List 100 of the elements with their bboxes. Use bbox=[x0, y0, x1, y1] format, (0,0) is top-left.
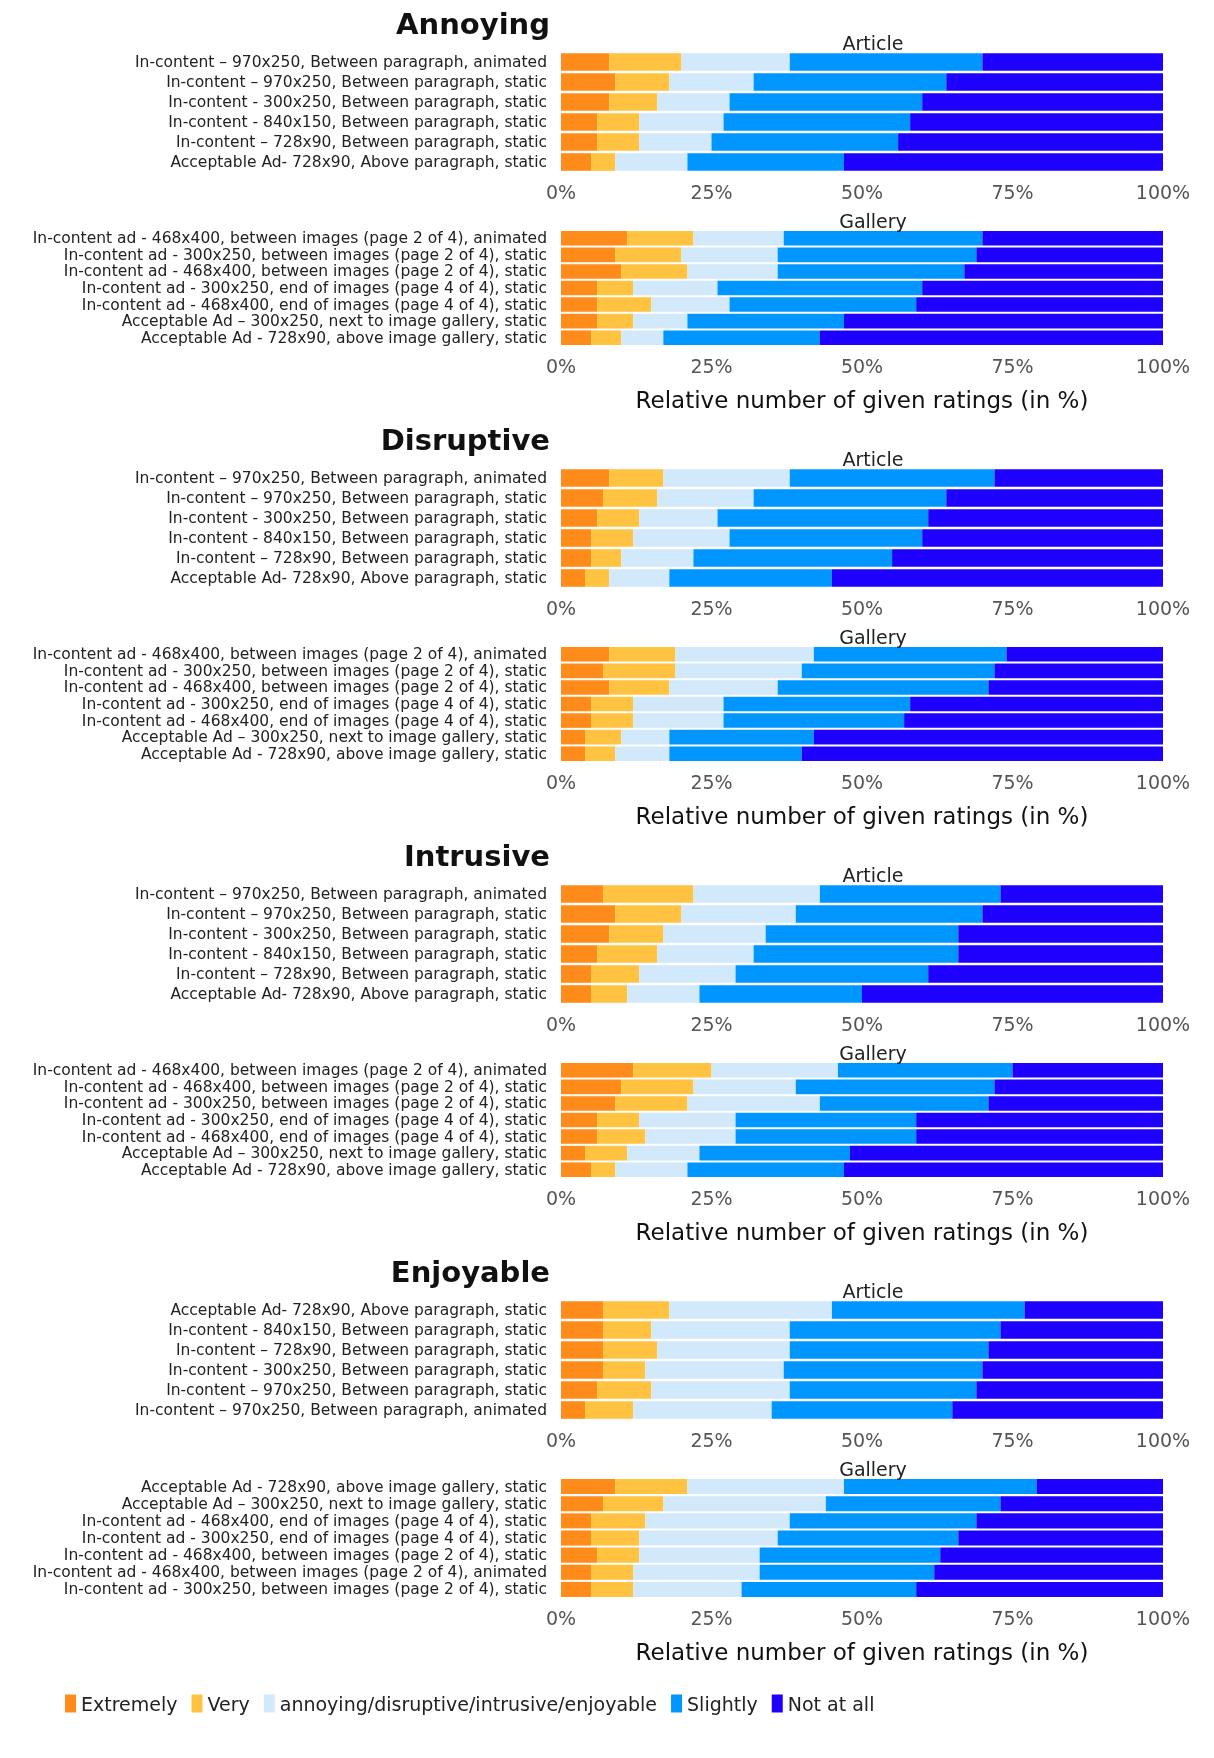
bar bbox=[597, 945, 658, 963]
bar bbox=[645, 1513, 790, 1529]
bar bbox=[591, 713, 634, 728]
bar bbox=[591, 549, 622, 567]
bar bbox=[982, 53, 1163, 71]
x-tick-label: 50% bbox=[840, 1186, 884, 1209]
bar bbox=[561, 1547, 598, 1563]
bar bbox=[723, 113, 911, 131]
bar bbox=[789, 1321, 1001, 1339]
chart-subtitle: Article bbox=[842, 1279, 904, 1302]
bar bbox=[735, 1129, 917, 1144]
bar bbox=[609, 53, 682, 71]
bar bbox=[916, 1129, 1163, 1144]
bar bbox=[639, 965, 736, 983]
legend-label: Slightly bbox=[687, 1692, 758, 1715]
legend-label: Extremely bbox=[81, 1692, 178, 1715]
y-tick-label: In-content - 840x150, Between paragraph, static bbox=[168, 529, 547, 547]
bar bbox=[940, 1547, 1163, 1563]
bar bbox=[789, 1381, 977, 1399]
bar bbox=[994, 469, 1163, 487]
y-tick-label: In-content ad - 300x250, end of images (page 4 of 4), static bbox=[81, 1529, 547, 1547]
bar bbox=[1012, 1062, 1163, 1078]
bar bbox=[591, 153, 616, 171]
x-tick-label: 100% bbox=[1135, 1606, 1191, 1629]
bar bbox=[609, 680, 670, 695]
bar bbox=[561, 469, 610, 487]
bar bbox=[561, 1321, 604, 1339]
bar bbox=[639, 133, 712, 151]
bar bbox=[621, 549, 694, 567]
bar bbox=[964, 264, 1163, 279]
bar bbox=[922, 93, 1163, 111]
bar bbox=[639, 113, 724, 131]
bar bbox=[753, 73, 947, 91]
bar bbox=[693, 230, 784, 246]
x-tick-label: 100% bbox=[1135, 596, 1191, 619]
bar bbox=[669, 73, 754, 91]
chart-subtitle: Gallery bbox=[839, 1457, 907, 1480]
bar bbox=[789, 53, 983, 71]
bar bbox=[946, 73, 1163, 91]
bar bbox=[988, 1341, 1163, 1359]
bar bbox=[777, 264, 965, 279]
y-tick-label: In-content ad - 468x400, end of images (page 4 of 4), static bbox=[81, 1511, 547, 1530]
x-tick-label: 100% bbox=[1135, 1012, 1191, 1035]
y-tick-label: Acceptable Ad - 728x90, above image gallery, static bbox=[141, 744, 547, 763]
bar bbox=[843, 153, 1163, 171]
bar bbox=[591, 1513, 646, 1529]
x-tick-label: 0% bbox=[545, 354, 577, 377]
bar bbox=[988, 1096, 1163, 1111]
y-tick-label: Acceptable Ad- 728x90, Above paragraph, static bbox=[170, 153, 547, 171]
y-tick-label: In-content – 970x250, Between paragraph, animated bbox=[135, 53, 547, 71]
y-tick-label: In-content ad - 468x400, between images (page 2 of 4), animated bbox=[32, 1061, 547, 1080]
bar bbox=[561, 489, 604, 507]
bar bbox=[819, 1096, 989, 1111]
bar bbox=[585, 746, 616, 762]
x-tick-label: 25% bbox=[690, 1606, 733, 1629]
chart-title: Disruptive bbox=[380, 422, 550, 457]
bar bbox=[687, 1479, 844, 1495]
x-tick-label: 0% bbox=[545, 596, 577, 619]
bar bbox=[651, 1381, 790, 1399]
bar bbox=[765, 925, 959, 943]
y-tick-label: In-content – 970x250, Between paragraph, animated bbox=[135, 1401, 547, 1419]
x-axis-title: Relative number of given ratings (in %) bbox=[635, 802, 1089, 829]
x-tick-label: 50% bbox=[840, 1428, 884, 1451]
x-tick-label: 25% bbox=[690, 1186, 733, 1209]
bar bbox=[819, 885, 1001, 903]
bar bbox=[591, 1162, 616, 1178]
x-tick-label: 50% bbox=[840, 354, 884, 377]
x-tick-label: 25% bbox=[690, 770, 733, 793]
bar bbox=[789, 1341, 989, 1359]
y-tick-label: In-content ad - 468x400, between images (page 2 of 4), animated bbox=[32, 645, 547, 664]
bar bbox=[735, 1112, 917, 1128]
bar bbox=[831, 569, 1163, 587]
bar bbox=[585, 569, 610, 587]
x-axis-title: Relative number of given ratings (in %) bbox=[635, 1218, 1089, 1245]
bar bbox=[561, 529, 592, 547]
bar bbox=[843, 1479, 1037, 1495]
bar bbox=[777, 1530, 959, 1546]
bar bbox=[561, 696, 592, 712]
bar bbox=[789, 1513, 977, 1529]
bar bbox=[615, 905, 682, 923]
y-tick-label: Acceptable Ad – 300x250, next to image gallery, static bbox=[121, 1144, 547, 1163]
y-tick-label: In-content ad - 468x400, between images (page 2 of 4), static bbox=[63, 678, 547, 697]
bar bbox=[651, 1321, 790, 1339]
x-tick-label: 25% bbox=[690, 180, 733, 203]
bar bbox=[561, 230, 628, 246]
y-tick-label: Acceptable Ad - 728x90, above image gallery, static bbox=[141, 1477, 547, 1496]
x-tick-label: 75% bbox=[991, 180, 1034, 203]
bar bbox=[651, 297, 730, 312]
bar bbox=[699, 1145, 850, 1161]
bar bbox=[633, 1581, 742, 1597]
y-tick-label: In-content - 840x150, Between paragraph, static bbox=[168, 113, 547, 131]
bar bbox=[597, 280, 634, 296]
bar bbox=[843, 313, 1163, 329]
bar bbox=[561, 1145, 586, 1161]
y-tick-label: In-content – 970x250, Between paragraph, static bbox=[166, 1381, 547, 1399]
bar bbox=[597, 1547, 640, 1563]
bar bbox=[892, 549, 1163, 567]
bar bbox=[597, 297, 652, 312]
bar bbox=[898, 133, 1163, 151]
bar bbox=[561, 1530, 592, 1546]
